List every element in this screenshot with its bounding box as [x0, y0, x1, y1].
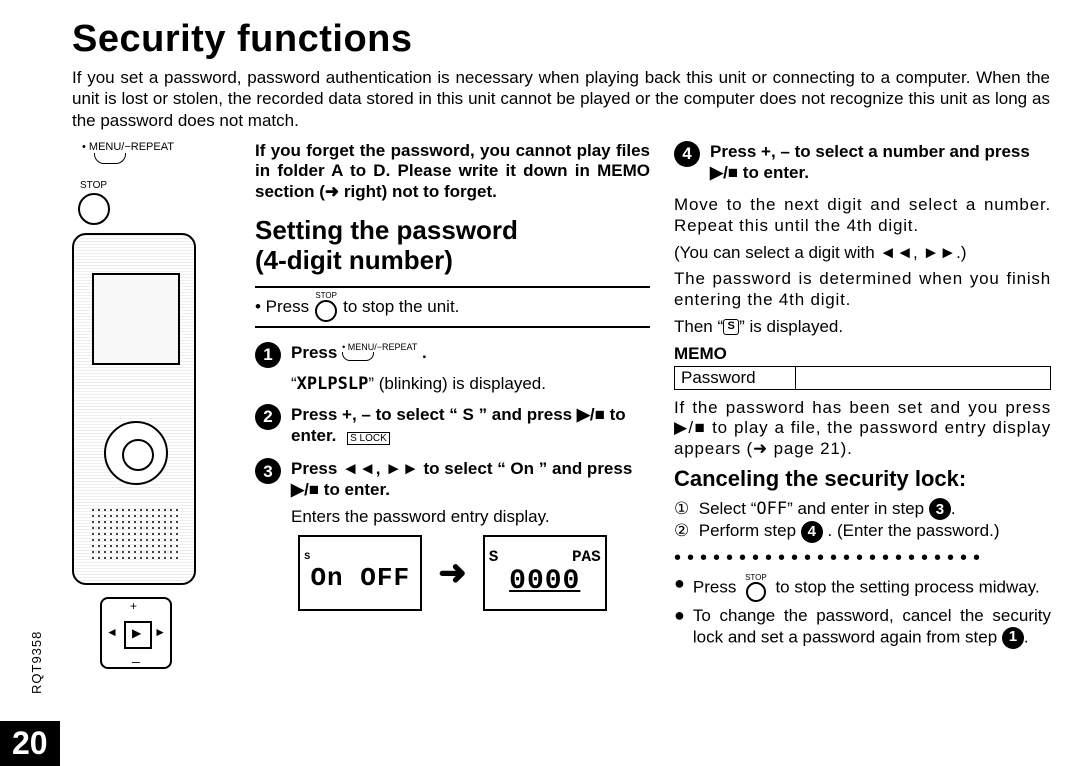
forget-warning: If you forget the password, you cannot p… — [255, 141, 650, 202]
page-title: Security functions — [72, 18, 1050, 61]
nav-pad-diagram: ◄ ► — [100, 597, 172, 669]
dotted-separator: •••••••••••••••••••••••• — [674, 547, 1051, 570]
device-screen-icon — [92, 273, 180, 365]
page-number: 20 — [0, 721, 60, 766]
device-speaker-icon — [90, 507, 178, 561]
step4-para2: (You can select a digit with ◄◄, ►►.) — [674, 243, 1051, 264]
step4-text: Press +, – to select a number and press … — [710, 142, 1030, 182]
stop-label: STOP — [80, 180, 237, 191]
device-control-pad-icon — [104, 421, 168, 485]
left-column: • MENU/−REPEAT STOP ◄ ► — [72, 141, 237, 669]
menu-repeat-small-icon: • MENU/−REPEAT — [342, 342, 417, 361]
body-columns: • MENU/−REPEAT STOP ◄ ► If you forget th… — [72, 141, 1050, 669]
bullet-marker-icon: ● — [674, 606, 685, 649]
step4-para3: The password is determined when you fini… — [674, 269, 1051, 310]
step-1: 1 Press • MENU/−REPEAT . — [255, 342, 650, 368]
step-1-badge: 1 — [255, 342, 281, 368]
step-1-body: Press • MENU/−REPEAT . — [291, 342, 427, 368]
step4-para1: Move to the next digit and select a numb… — [674, 195, 1051, 236]
bullet-change-password: ● To change the password, cancel the sec… — [674, 606, 1051, 649]
password-set-note: If the password has been set and you pre… — [674, 398, 1051, 460]
step-3: 3 Press ◄◄, ►► to select “ On ” and pres… — [255, 458, 650, 501]
stop-small-icon: STOP — [315, 292, 337, 322]
step1-punct: . — [422, 343, 427, 362]
lcd2-seg: 0000 — [509, 566, 580, 597]
step-ref-1: 1 — [1002, 627, 1024, 649]
s-lock-icon: S LOCK — [347, 432, 390, 445]
menu-repeat-button-icon — [94, 153, 126, 164]
nav-left-icon: ◄ — [106, 625, 118, 639]
circled-1-icon: ① — [674, 498, 694, 520]
step-2-badge: 2 — [255, 404, 281, 430]
memo-label: MEMO — [674, 344, 1051, 364]
step-ref-3: 3 — [929, 498, 951, 520]
intro-paragraph: If you set a password, password authenti… — [72, 67, 1050, 131]
menu-repeat-label: • MENU/−REPEAT — [82, 141, 237, 153]
stop-button-icon — [78, 193, 110, 225]
lcd-pas: SPAS 0000 — [483, 535, 607, 611]
right-column: 4 Press +, – to select a number and pres… — [668, 141, 1051, 669]
manual-page: Security functions If you set a password… — [0, 0, 1080, 766]
lcd-on-off: S On OFF — [298, 535, 422, 611]
nav-center-icon — [124, 621, 152, 649]
memo-password-label: Password — [674, 366, 796, 390]
middle-column: If you forget the password, you cannot p… — [255, 141, 650, 669]
cancel-step-1: ① Select “OFF” and enter in step 3. — [674, 498, 1051, 521]
stop-small-icon-2: STOP — [745, 574, 767, 602]
step3-text: Press ◄◄, ►► to select “ On ” and press … — [291, 459, 632, 499]
step1-lead: Press — [291, 343, 337, 362]
step1-sub: “XPLPSLP” (blinking) is displayed. — [291, 374, 650, 394]
step-4: 4 Press +, – to select a number and pres… — [674, 141, 1051, 184]
h2-line1: Setting the password — [255, 215, 518, 245]
step-4-badge: 4 — [674, 141, 700, 167]
s-icon: S — [723, 319, 739, 335]
document-reference: RQT9358 — [29, 631, 44, 694]
press-stop-instruction: • Press STOP to stop the unit. — [255, 286, 650, 328]
step4-para4: Then “S” is displayed. — [674, 317, 1051, 338]
nav-right-icon: ► — [154, 625, 166, 639]
step3-sub: Enters the password entry display. — [291, 507, 650, 527]
lcd1-seg: On OFF — [310, 563, 410, 593]
lcd-row: S On OFF ➜ SPAS 0000 — [255, 535, 650, 611]
memo-table: Password — [674, 366, 1051, 390]
step-ref-4: 4 — [801, 521, 823, 543]
cancel-step-2: ② Perform step 4 . (Enter the password.) — [674, 520, 1051, 543]
arrow-right-icon: ➜ — [438, 553, 467, 593]
stop-line-pre: • Press — [255, 297, 309, 317]
lcd1-top: S — [304, 552, 310, 563]
step-3-body: Press ◄◄, ►► to select “ On ” and press … — [291, 458, 650, 501]
h2-line2: (4-digit number) — [255, 245, 453, 275]
bullet-stop-midway: ● Press STOP to stop the setting process… — [674, 574, 1051, 602]
cancel-heading: Canceling the security lock: — [674, 466, 1051, 492]
step2-text: Press +, – to select “ S ” and press ▶/■… — [291, 405, 626, 445]
step-2-body: Press +, – to select “ S ” and press ▶/■… — [291, 404, 650, 447]
memo-password-value — [796, 366, 1051, 390]
step-2: 2 Press +, – to select “ S ” and press ▶… — [255, 404, 650, 447]
step-3-badge: 3 — [255, 458, 281, 484]
circled-2-icon: ② — [674, 520, 694, 542]
device-diagram — [72, 233, 196, 585]
setting-password-heading: Setting the password (4-digit number) — [255, 216, 650, 276]
stop-line-post: to stop the unit. — [343, 297, 459, 317]
bullet-marker-icon: ● — [674, 574, 685, 602]
